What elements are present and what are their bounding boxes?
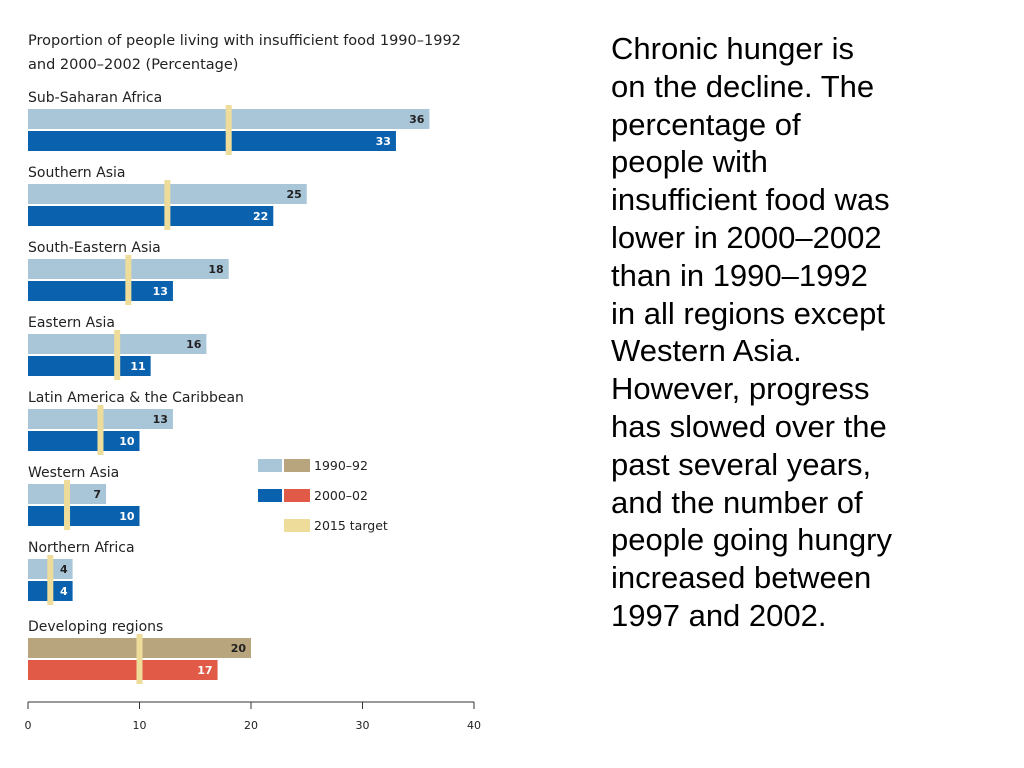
- target-marker: [97, 405, 104, 455]
- hunger-bar-chart: Proportion of people living with insuffi…: [25, 33, 482, 732]
- bar-2000-02: [28, 206, 274, 226]
- bar-2000-02: [28, 660, 218, 680]
- x-axis: 0 10 20 30 40: [25, 701, 481, 732]
- value-label-1990-92: 36: [409, 113, 425, 126]
- category-label: South-Eastern Asia: [28, 240, 161, 256]
- bar-group: Southern Asia 25 22: [28, 165, 307, 230]
- target-marker: [225, 105, 232, 155]
- category-label: Southern Asia: [28, 165, 125, 181]
- tick-label: 30: [356, 719, 370, 732]
- legend-item: 2000–02: [258, 488, 368, 503]
- bar-group: Western Asia 7 10: [28, 465, 140, 530]
- category-label: Western Asia: [28, 465, 119, 481]
- legend-item: 1990–92: [258, 458, 368, 473]
- value-label-2000-02: 33: [376, 135, 391, 148]
- legend: 1990–92 2000–02 2015 target: [258, 458, 388, 533]
- tick-label: 20: [244, 719, 258, 732]
- legend-label: 1990–92: [314, 458, 368, 473]
- value-label-1990-92: 18: [208, 263, 223, 276]
- value-label-2000-02: 17: [197, 664, 212, 677]
- category-label: Eastern Asia: [28, 315, 115, 331]
- tick-label: 40: [467, 719, 481, 732]
- bar-group: Latin America & the Caribbean 13 10: [28, 390, 244, 455]
- legend-swatch: [284, 519, 310, 532]
- legend-swatch: [258, 459, 282, 472]
- bar-2000-02: [28, 431, 140, 451]
- value-label-2000-02: 10: [119, 510, 135, 523]
- category-label: Latin America & the Caribbean: [28, 390, 244, 406]
- value-label-1990-92: 13: [153, 413, 168, 426]
- bar-group: Eastern Asia 16 11: [28, 315, 207, 380]
- bar-group: South-Eastern Asia 18 13: [28, 240, 229, 305]
- value-label-2000-02: 13: [153, 285, 168, 298]
- legend-swatch: [258, 489, 282, 502]
- target-marker: [64, 480, 71, 530]
- bar-2000-02: [28, 131, 396, 151]
- legend-label: 2000–02: [314, 488, 368, 503]
- value-label-2000-02: 10: [119, 435, 135, 448]
- target-marker: [47, 555, 54, 605]
- value-label-1990-92: 20: [231, 642, 247, 655]
- bar-2000-02: [28, 281, 173, 301]
- value-label-2000-02: 22: [253, 210, 268, 223]
- target-marker: [114, 330, 121, 380]
- value-label-2000-02: 4: [60, 585, 68, 598]
- category-label: Northern Africa: [28, 540, 135, 556]
- legend-item: 2015 target: [284, 518, 388, 533]
- target-marker: [136, 634, 143, 684]
- legend-label: 2015 target: [314, 518, 388, 533]
- tick-label: 0: [25, 719, 32, 732]
- tick-label: 10: [133, 719, 147, 732]
- category-label: Sub-Saharan Africa: [28, 90, 162, 106]
- bar-group: Northern Africa 4 4: [28, 540, 135, 605]
- target-marker: [125, 255, 132, 305]
- target-marker: [164, 180, 171, 230]
- value-label-1990-92: 7: [93, 488, 101, 501]
- category-label: Developing regions: [28, 619, 163, 635]
- bar-group: Developing regions 20 17: [28, 619, 251, 684]
- value-label-1990-92: 4: [60, 563, 68, 576]
- value-label-1990-92: 25: [286, 188, 301, 201]
- bar-group: Sub-Saharan Africa 36 33: [28, 90, 430, 155]
- chart-title: Proportion of people living with insuffi…: [28, 33, 461, 73]
- side-caption: Chronic hunger is on the decline. The pe…: [611, 31, 892, 633]
- value-label-1990-92: 16: [186, 338, 202, 351]
- bar-2000-02: [28, 506, 140, 526]
- value-label-2000-02: 11: [130, 360, 145, 373]
- legend-swatch: [284, 489, 310, 502]
- legend-swatch: [284, 459, 310, 472]
